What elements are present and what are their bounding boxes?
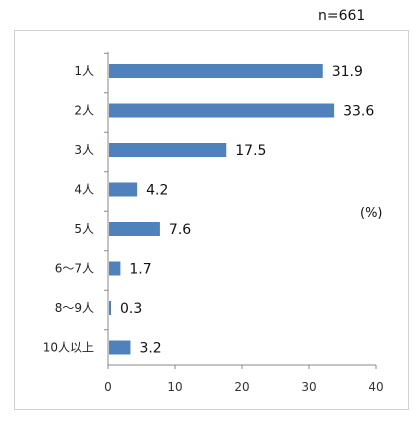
x-tick-label: 30 — [301, 380, 316, 394]
category-label: 4人 — [74, 183, 94, 197]
bar — [109, 64, 323, 78]
category-label: 5人 — [74, 222, 94, 236]
bar — [109, 182, 138, 197]
category-label: 10人以上 — [43, 341, 94, 355]
x-tick-label: 20 — [234, 380, 249, 394]
bar — [109, 301, 112, 315]
category-label: 1人 — [74, 64, 94, 78]
value-label: 33.6 — [343, 104, 374, 120]
category-label: 3人 — [74, 143, 94, 157]
x-tick-label: 40 — [368, 380, 383, 394]
value-label: 3.2 — [139, 341, 161, 357]
bar — [109, 222, 160, 236]
x-tick-label: 0 — [104, 380, 112, 394]
sample-size-label: n=661 — [318, 8, 366, 24]
bar — [109, 143, 227, 157]
value-label: 1.7 — [129, 262, 151, 278]
value-label: 0.3 — [120, 301, 142, 317]
category-label: 6～7人 — [55, 262, 94, 276]
bar — [109, 261, 121, 276]
bar — [109, 103, 335, 118]
unit-label: (%) — [360, 206, 383, 221]
category-label: 8～9人 — [55, 301, 94, 315]
value-label: 4.2 — [146, 183, 168, 199]
value-label: 7.6 — [169, 222, 191, 238]
bar — [109, 340, 131, 355]
chart-frame — [14, 30, 409, 410]
value-label: 17.5 — [235, 143, 266, 159]
value-label: 31.9 — [332, 64, 363, 80]
x-tick-label: 10 — [167, 380, 182, 394]
category-label: 2人 — [74, 104, 94, 118]
